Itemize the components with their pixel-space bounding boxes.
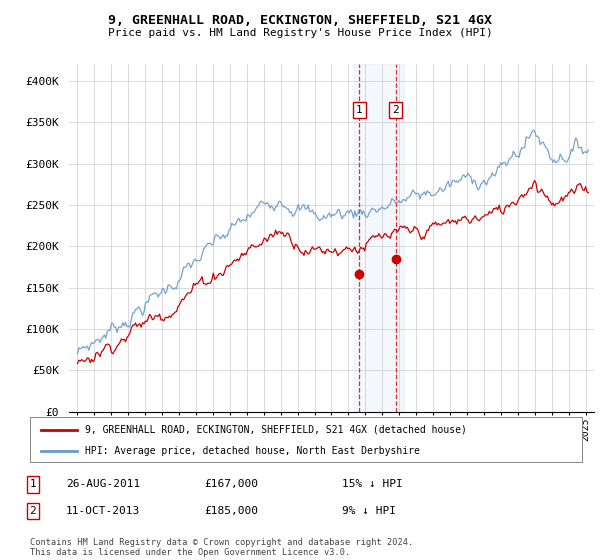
Text: 2: 2 — [29, 506, 37, 516]
Text: 9% ↓ HPI: 9% ↓ HPI — [342, 506, 396, 516]
Text: 2: 2 — [392, 105, 399, 115]
Text: 15% ↓ HPI: 15% ↓ HPI — [342, 479, 403, 489]
Text: 1: 1 — [29, 479, 37, 489]
Text: 26-AUG-2011: 26-AUG-2011 — [66, 479, 140, 489]
Text: 1: 1 — [356, 105, 363, 115]
Text: 9, GREENHALL ROAD, ECKINGTON, SHEFFIELD, S21 4GX (detached house): 9, GREENHALL ROAD, ECKINGTON, SHEFFIELD,… — [85, 424, 467, 435]
Text: Price paid vs. HM Land Registry's House Price Index (HPI): Price paid vs. HM Land Registry's House … — [107, 28, 493, 38]
Bar — [353, 64, 404, 412]
Text: Contains HM Land Registry data © Crown copyright and database right 2024.
This d: Contains HM Land Registry data © Crown c… — [30, 538, 413, 557]
Text: £167,000: £167,000 — [204, 479, 258, 489]
Text: 9, GREENHALL ROAD, ECKINGTON, SHEFFIELD, S21 4GX: 9, GREENHALL ROAD, ECKINGTON, SHEFFIELD,… — [108, 14, 492, 27]
Text: £185,000: £185,000 — [204, 506, 258, 516]
Text: HPI: Average price, detached house, North East Derbyshire: HPI: Average price, detached house, Nort… — [85, 446, 420, 456]
Text: 11-OCT-2013: 11-OCT-2013 — [66, 506, 140, 516]
